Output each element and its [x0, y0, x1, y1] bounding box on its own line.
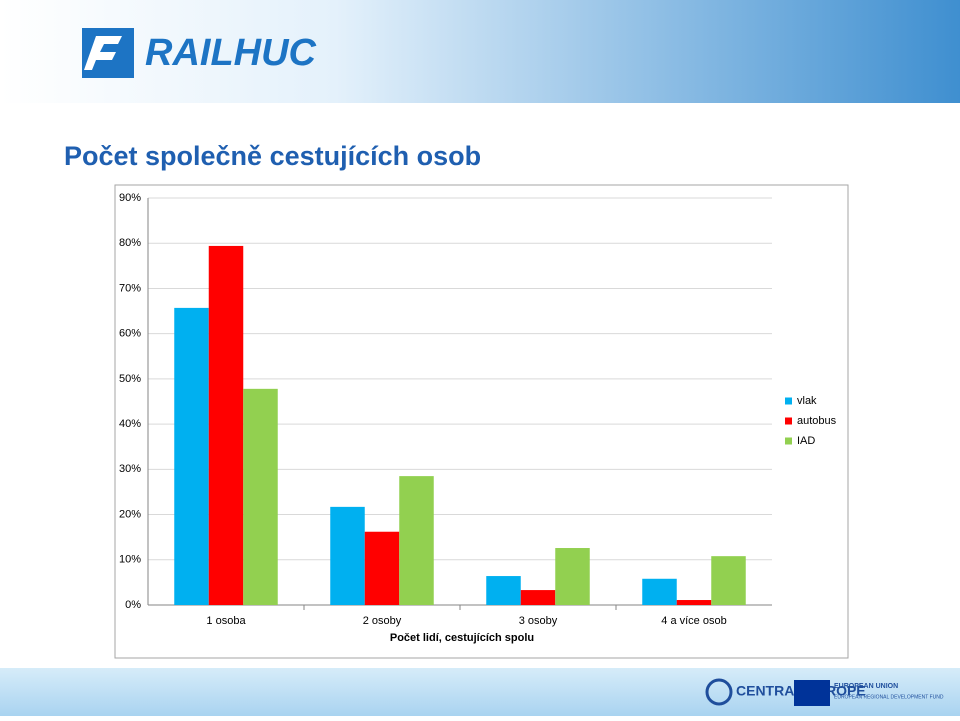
- footer-logo-right-subtitle: EUROPEAN REGIONAL DEVELOPMENT FUND: [834, 694, 944, 700]
- legend-swatch: [785, 397, 792, 405]
- header-band: [0, 0, 960, 103]
- eu-flag: [794, 680, 830, 706]
- x-tick-label: 2 osoby: [363, 615, 402, 627]
- bar: [330, 506, 365, 605]
- y-tick-label: 10%: [119, 554, 141, 566]
- bar: [399, 476, 434, 605]
- y-tick-label: 0%: [125, 599, 141, 611]
- logo-glyph: [84, 36, 122, 70]
- y-tick-label: 70%: [119, 282, 141, 294]
- y-tick-label: 60%: [119, 328, 141, 340]
- footer-logo-right-title: EUROPEAN UNION: [834, 683, 898, 690]
- bar: [243, 388, 278, 605]
- y-tick-label: 90%: [119, 192, 141, 204]
- bar: [711, 556, 746, 605]
- bar: [486, 576, 521, 605]
- bar: [676, 600, 712, 605]
- y-tick-label: 30%: [119, 463, 141, 475]
- chart-title: Počet společně cestujících osob: [64, 141, 481, 171]
- legend-label: autobus: [797, 415, 837, 427]
- legend-swatch: [785, 417, 792, 425]
- x-tick-label: 1 osoba: [206, 615, 246, 627]
- y-tick-label: 50%: [119, 373, 141, 385]
- plot: 0% 10% 20% 30% 40% 50% 60% 70% 80% 90% 1 osoba 2 os…: [119, 192, 837, 627]
- x-tick-label: 4 a více osob: [661, 615, 726, 627]
- bar: [208, 245, 244, 606]
- bar: [364, 531, 400, 605]
- y-tick-label: 80%: [119, 237, 141, 249]
- x-axis-label: Počet lidí, cestujících spolu: [390, 632, 534, 644]
- legend-label: IAD: [797, 435, 815, 447]
- legend-label: vlak: [797, 395, 817, 407]
- bar: [555, 548, 590, 605]
- x-tick-label: 3 osoby: [519, 615, 558, 627]
- y-tick-label: 40%: [119, 418, 141, 430]
- bar: [642, 578, 677, 605]
- bar: [520, 590, 556, 605]
- logo-ring: [705, 678, 733, 706]
- legend-swatch: [785, 437, 792, 445]
- logo-text: RAILHUC: [145, 32, 317, 74]
- bar: [174, 307, 209, 605]
- y-tick-label: 20%: [119, 508, 141, 520]
